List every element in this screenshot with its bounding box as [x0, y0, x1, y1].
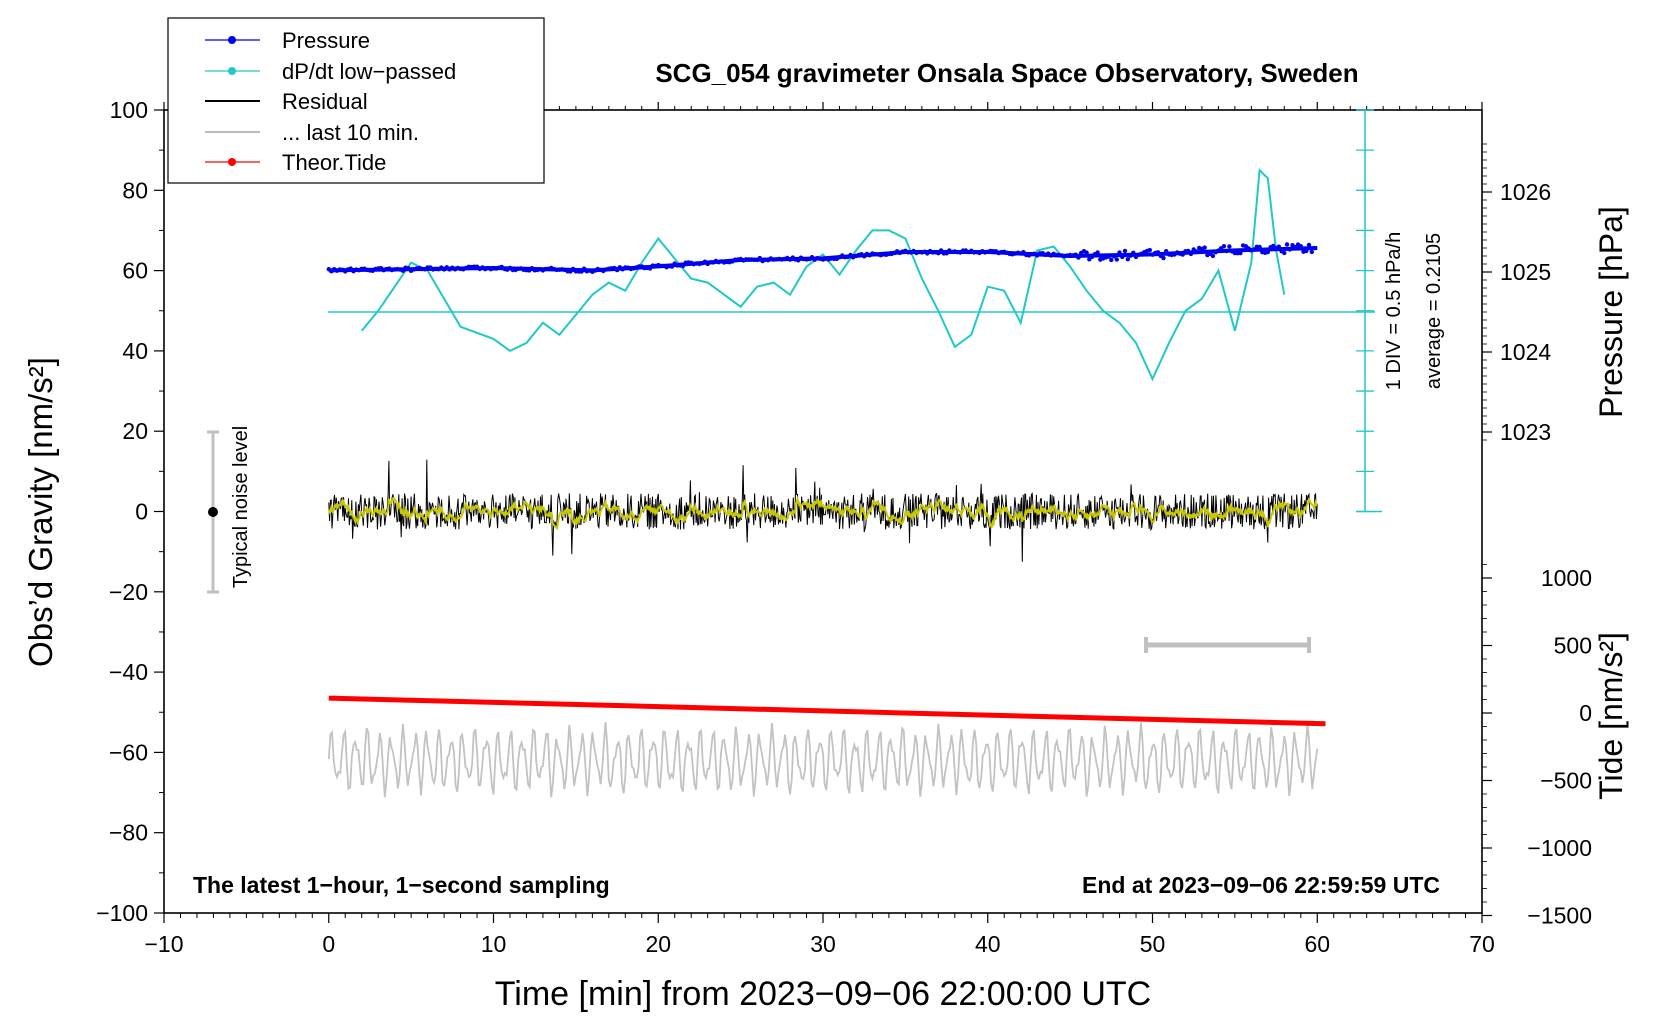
pressure-point	[1221, 244, 1227, 249]
chart-title: SCG_054 gravimeter Onsala Space Observat…	[655, 58, 1358, 88]
footer-right-text: End at 2023−09−06 22:59:59 UTC	[1082, 872, 1440, 898]
y-tick-label: 60	[122, 258, 148, 284]
legend-pressure-label: Pressure	[282, 28, 370, 53]
legend: Pressure dP/dt low−passed Residual ... l…	[167, 17, 545, 184]
dpdt-div-label: 1 DIV = 0.5 hPa/h	[1383, 232, 1405, 390]
y-tick-label: −80	[109, 820, 148, 846]
pressure-tick-label: 1026	[1500, 179, 1551, 205]
y-tick-label: 40	[122, 338, 148, 364]
y-tick-label: −60	[109, 739, 148, 765]
tide-tick-label: 1000	[1541, 565, 1592, 591]
pressure-point	[1125, 257, 1131, 262]
y-tick-label: −20	[109, 579, 148, 605]
y-axis-ticks: 100 80 60 40 20 0 −20 −40 −60 −80 −100	[96, 97, 164, 926]
pressure-point	[1227, 244, 1232, 249]
pressure-series-line	[328, 246, 1318, 273]
pressure-point	[1309, 249, 1315, 255]
pressure-point	[1114, 257, 1120, 262]
pressure-axis-ticks: 1026 1025 1024 1023	[1482, 143, 1551, 445]
y-tick-label: 0	[135, 499, 148, 525]
tide-tick-label: −1000	[1527, 835, 1592, 861]
x-axis-ticks: −10 0 10 20 30 40 50 60 70	[144, 102, 1495, 957]
theoretical-tide-line	[328, 695, 1326, 727]
pressure-point	[1161, 255, 1166, 261]
x-tick-label: 30	[810, 931, 836, 957]
legend-tide-marker	[228, 158, 236, 166]
x-tick-label: −10	[144, 931, 183, 957]
legend-residual-label: Residual	[282, 89, 368, 114]
x-axis-label: Time [min] from 2023−09−06 22:00:00 UTC	[495, 975, 1151, 1013]
pressure-point	[1282, 250, 1287, 256]
pressure-point	[1306, 242, 1312, 248]
x-tick-label: 0	[322, 931, 335, 957]
legend-tide-label: Theor.Tide	[282, 150, 386, 175]
tide-tick-label: −1500	[1527, 903, 1592, 929]
last-10-min-series-line	[327, 722, 1319, 798]
pressure-point	[1109, 257, 1114, 263]
legend-pressure-marker	[228, 36, 236, 44]
pressure-point	[1087, 257, 1092, 262]
pressure-point	[1284, 242, 1290, 247]
tide-tick-label: 500	[1554, 633, 1592, 659]
x-tick-label: 60	[1304, 931, 1330, 957]
pressure-tick-label: 1024	[1500, 339, 1551, 365]
ten-minute-scale-bar	[1144, 637, 1311, 653]
footer-left-text: The latest 1−hour, 1−second sampling	[193, 872, 610, 898]
pressure-point	[1147, 247, 1153, 253]
tide-tick-label: −500	[1540, 768, 1592, 794]
y-axis-label-tide: Tide [nm/s²]	[1593, 632, 1629, 800]
x-tick-label: 20	[645, 931, 671, 957]
y-axis-label-pressure: Pressure [hPa]	[1593, 206, 1629, 418]
dpdt-average-label: average = 0.2105	[1423, 233, 1445, 389]
x-tick-label: 40	[975, 931, 1001, 957]
x-tick-label: 70	[1469, 931, 1495, 957]
noise-label: Typical noise level	[230, 426, 252, 588]
y-tick-label: −100	[96, 900, 148, 926]
residual-smoothed-line	[327, 495, 1318, 531]
typical-noise-marker	[207, 430, 219, 594]
y-tick-label: 80	[122, 177, 148, 203]
pressure-tick-label: 1025	[1500, 259, 1551, 285]
noise-center-point	[208, 507, 218, 517]
y-tick-label: −40	[109, 659, 148, 685]
dpdt-series-line	[360, 167, 1286, 382]
pressure-tick-label: 1023	[1500, 419, 1551, 445]
pressure-point	[1202, 245, 1207, 250]
x-tick-label: 50	[1140, 931, 1166, 957]
y-axis-label-left: Obs’d Gravity [nm/s²]	[22, 357, 59, 667]
legend-last10-label: ... last 10 min.	[282, 120, 419, 145]
y-tick-label: 20	[122, 418, 148, 444]
x-tick-label: 10	[481, 931, 507, 957]
pressure-point	[1122, 248, 1128, 254]
legend-dpdt-marker	[228, 67, 236, 75]
dpdt-scale-ticks	[1356, 109, 1382, 513]
legend-dpdt-label: dP/dt low−passed	[282, 59, 456, 84]
y-tick-label: 100	[110, 97, 148, 123]
pressure-point	[1210, 253, 1216, 259]
tide-tick-label: 0	[1579, 700, 1592, 726]
tide-axis-ticks: 1000 500 0 −500 −1000 −1500	[1482, 564, 1592, 929]
